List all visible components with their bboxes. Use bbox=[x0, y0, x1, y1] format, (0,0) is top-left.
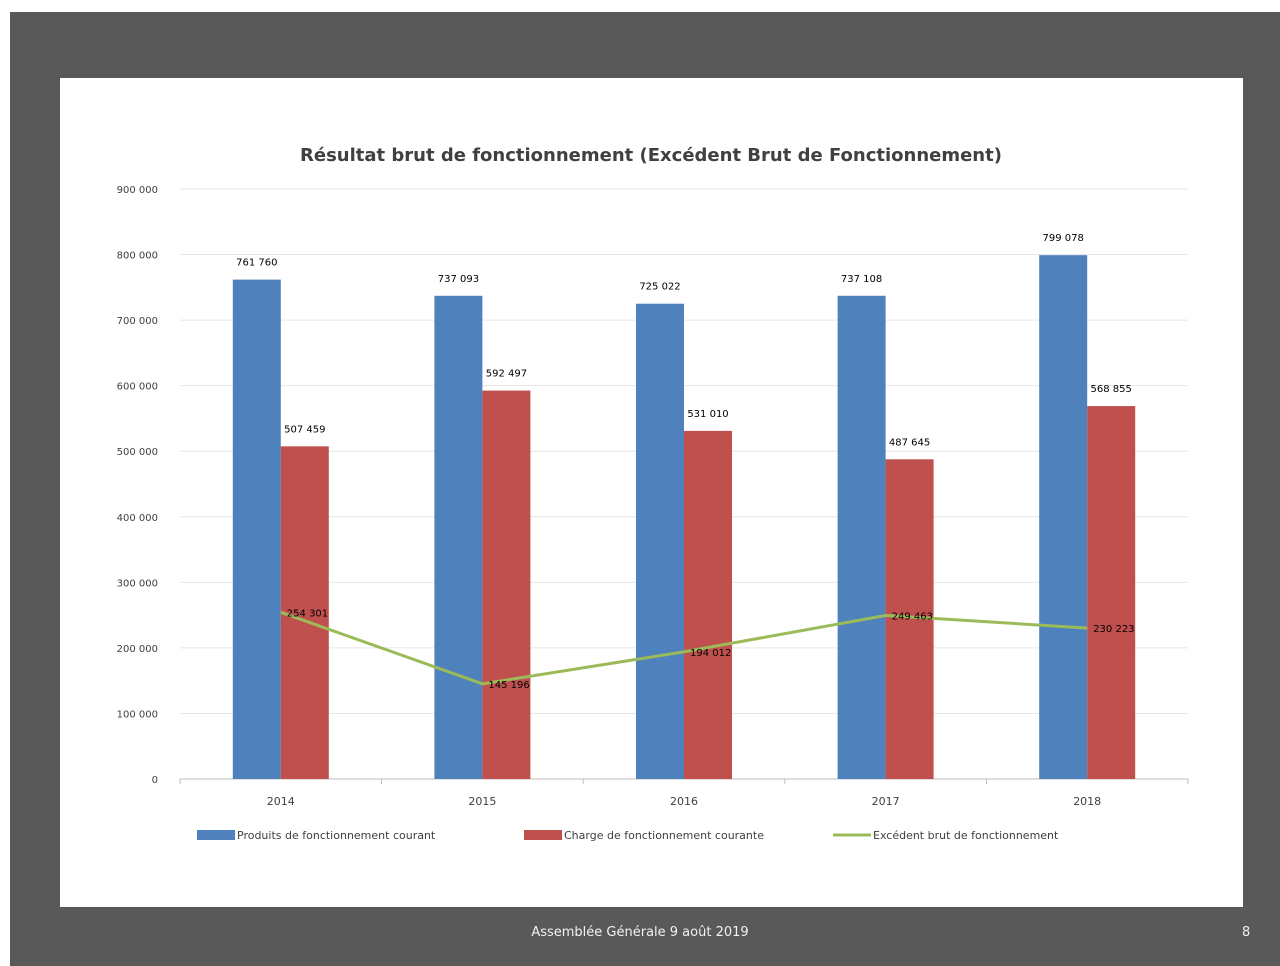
data-label: 487 645 bbox=[889, 437, 930, 448]
x-axis-ticks: 2014 2015 2016 2017 2018 bbox=[179, 779, 1189, 808]
line-series bbox=[280, 610, 1088, 686]
chart-card: Résultat brut de fonctionnement (Excéden… bbox=[60, 78, 1243, 907]
legend-label: Charge de fonctionnement courante bbox=[564, 829, 764, 842]
y-tick-label: 0 bbox=[152, 775, 158, 786]
data-labels: 761 760 737 093 725 022 737 108 799 078 507 4… bbox=[236, 233, 1134, 691]
bar-charges bbox=[482, 390, 531, 779]
legend-label: Excédent brut de fonctionnement bbox=[873, 829, 1059, 842]
x-tick-label: 2017 bbox=[872, 795, 900, 808]
legend: Produits de fonctionnement courant Charge… bbox=[197, 829, 1059, 842]
chart-svg: Résultat brut de fonctionnement (Excéden… bbox=[117, 145, 1189, 842]
data-label: 592 497 bbox=[486, 369, 527, 380]
x-tick-label: 2016 bbox=[670, 795, 698, 808]
x-tick-label: 2015 bbox=[468, 795, 496, 808]
page-number: 8 bbox=[1242, 925, 1251, 940]
y-tick-label: 500 000 bbox=[117, 447, 158, 458]
bar-produits bbox=[837, 295, 886, 779]
data-label: 725 022 bbox=[639, 282, 680, 293]
bar-produits bbox=[434, 295, 483, 779]
data-label: 249 463 bbox=[892, 611, 933, 622]
data-label: 145 196 bbox=[488, 680, 529, 691]
y-tick-label: 900 000 bbox=[117, 185, 158, 196]
bar-charges bbox=[280, 446, 329, 779]
chart-title: Résultat brut de fonctionnement (Excéden… bbox=[300, 145, 1002, 166]
y-tick-label: 700 000 bbox=[117, 316, 158, 327]
x-tick-label: 2018 bbox=[1073, 795, 1101, 808]
data-label: 531 010 bbox=[687, 409, 728, 420]
data-label: 737 093 bbox=[438, 274, 479, 285]
y-tick-label: 300 000 bbox=[117, 578, 158, 589]
bar-produits bbox=[1039, 255, 1088, 779]
bar-charges bbox=[684, 430, 732, 779]
data-label: 737 108 bbox=[841, 274, 882, 285]
data-label: 568 855 bbox=[1091, 384, 1132, 395]
y-tick-label: 200 000 bbox=[117, 644, 158, 655]
legend-swatch bbox=[197, 830, 235, 840]
y-tick-label: 100 000 bbox=[117, 709, 158, 720]
y-tick-label: 800 000 bbox=[117, 251, 158, 262]
bar-charges bbox=[1087, 406, 1136, 779]
y-axis-ticks: 0 100 000 200 000 300 000 400 000 500 000 600 … bbox=[117, 185, 158, 786]
slide-footer: Assemblée Générale 9 août 2019 bbox=[531, 925, 749, 940]
y-tick-label: 600 000 bbox=[117, 382, 158, 393]
bar-produits bbox=[636, 303, 684, 779]
data-label: 507 459 bbox=[284, 424, 325, 435]
data-label: 254 301 bbox=[287, 608, 328, 619]
data-label: 799 078 bbox=[1043, 233, 1084, 244]
bar-produits bbox=[232, 279, 281, 779]
line-excedent bbox=[280, 610, 1088, 686]
data-label: 194 012 bbox=[690, 648, 731, 659]
data-label: 761 760 bbox=[236, 258, 277, 269]
bars bbox=[232, 255, 1136, 779]
legend-swatch bbox=[524, 830, 562, 840]
data-label: 230 223 bbox=[1093, 624, 1134, 635]
legend-label: Produits de fonctionnement courant bbox=[237, 829, 436, 842]
y-tick-label: 400 000 bbox=[117, 513, 158, 524]
x-tick-label: 2014 bbox=[267, 795, 295, 808]
